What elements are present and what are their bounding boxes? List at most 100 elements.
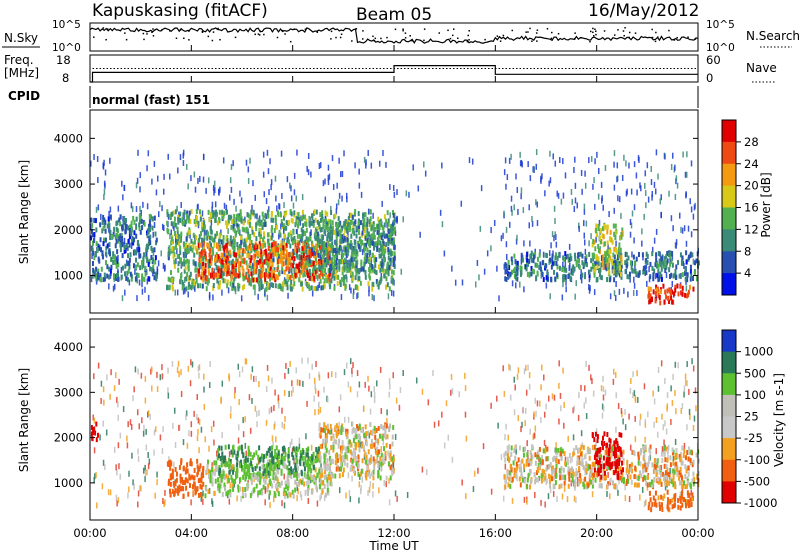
freq-right-tick-top: 60 xyxy=(706,53,721,67)
echo-pixel xyxy=(458,391,460,397)
echo-pixel xyxy=(121,181,123,187)
echo-pixel xyxy=(199,463,201,468)
echo-pixel xyxy=(313,251,315,256)
echo-pixel xyxy=(519,282,521,288)
echo-pixel xyxy=(121,267,123,273)
echo-pixel xyxy=(166,221,168,226)
echo-pixel xyxy=(368,259,370,264)
echo-pixel xyxy=(355,260,357,265)
echo-pixel xyxy=(693,259,695,265)
colorbar-tick-label: 16 xyxy=(744,201,759,215)
echo-pixel xyxy=(515,276,517,281)
echo-pixel xyxy=(98,363,100,369)
noise-search-dot xyxy=(411,40,413,42)
echo-pixel xyxy=(556,261,558,266)
echo-pixel xyxy=(585,361,587,367)
echo-pixel xyxy=(291,391,293,397)
echo-pixel xyxy=(145,376,147,382)
noise-search-dot xyxy=(635,32,637,34)
echo-pixel xyxy=(131,227,133,232)
echo-pixel xyxy=(339,232,341,237)
echo-pixel xyxy=(120,474,122,480)
echo-pixel xyxy=(389,286,391,291)
echo-pixel xyxy=(291,439,293,445)
echo-pixel xyxy=(331,428,333,434)
echo-pixel xyxy=(553,153,555,159)
echo-pixel xyxy=(346,263,348,268)
echo-pixel xyxy=(487,250,489,256)
echo-pixel xyxy=(226,283,228,288)
noise-search-dot xyxy=(593,35,595,37)
echo-pixel xyxy=(217,254,219,259)
echo-pixel xyxy=(572,199,574,205)
echo-pixel xyxy=(564,486,566,492)
echo-pixel xyxy=(267,232,269,237)
echo-pixel xyxy=(250,215,252,220)
echo-pixel xyxy=(610,230,612,235)
echo-pixel xyxy=(693,365,695,371)
echo-pixel xyxy=(545,404,547,410)
echo-pixel xyxy=(298,262,300,267)
noise-search-dot xyxy=(551,38,553,40)
echo-pixel xyxy=(141,373,143,379)
echo-pixel xyxy=(259,259,261,264)
echo-pixel xyxy=(214,181,216,187)
echo-pixel xyxy=(204,268,206,273)
echo-pixel xyxy=(328,165,330,171)
echo-pixel xyxy=(249,158,251,164)
echo-pixel xyxy=(156,238,158,243)
echo-pixel xyxy=(520,160,522,166)
echo-pixel xyxy=(208,446,210,452)
echo-pixel xyxy=(388,293,390,299)
echo-pixel xyxy=(657,173,659,179)
echo-pixel xyxy=(558,360,560,366)
echo-pixel xyxy=(226,224,228,229)
echo-pixel xyxy=(595,237,597,243)
echo-pixel xyxy=(569,244,571,250)
echo-pixel xyxy=(238,364,240,370)
echo-pixel xyxy=(172,361,174,367)
echo-pixel xyxy=(243,269,245,274)
noise-search-dot xyxy=(188,30,190,32)
echo-pixel xyxy=(157,176,159,182)
echo-pixel xyxy=(331,236,333,241)
echo-pixel xyxy=(658,276,660,281)
echo-pixel xyxy=(112,251,114,256)
echo-pixel xyxy=(393,185,395,191)
echo-pixel xyxy=(646,252,648,257)
echo-pixel xyxy=(330,264,332,269)
echo-pixel xyxy=(190,499,192,505)
echo-pixel xyxy=(172,489,174,494)
echo-pixel xyxy=(186,164,188,170)
echo-pixel xyxy=(213,238,215,243)
echo-pixel xyxy=(584,233,586,239)
echo-pixel xyxy=(180,479,182,484)
echo-pixel xyxy=(263,231,265,236)
echo-pixel xyxy=(578,252,580,257)
echo-pixel xyxy=(538,265,540,270)
echo-pixel xyxy=(183,262,185,267)
echo-pixel xyxy=(219,285,221,290)
noise-search-dot xyxy=(402,28,404,30)
echo-pixel xyxy=(640,185,642,191)
echo-pixel xyxy=(452,457,454,463)
echo-pixel xyxy=(544,412,546,418)
echo-pixel xyxy=(291,380,293,386)
echo-pixel xyxy=(565,286,567,292)
echo-pixel xyxy=(237,215,239,220)
echo-pixel xyxy=(692,276,694,281)
echo-pixel xyxy=(387,247,389,252)
echo-pixel xyxy=(137,409,139,415)
echo-pixel xyxy=(293,276,295,281)
echo-pixel xyxy=(104,273,106,278)
echo-pixel xyxy=(348,382,350,388)
echo-pixel xyxy=(580,252,582,257)
echo-pixel xyxy=(252,278,254,283)
echo-pixel xyxy=(389,212,391,218)
echo-pixel xyxy=(654,398,656,404)
echo-pixel xyxy=(358,497,360,503)
echo-pixel xyxy=(674,165,676,171)
echo-pixel xyxy=(472,159,474,165)
echo-pixel xyxy=(373,386,375,392)
echo-pixel xyxy=(127,253,129,258)
